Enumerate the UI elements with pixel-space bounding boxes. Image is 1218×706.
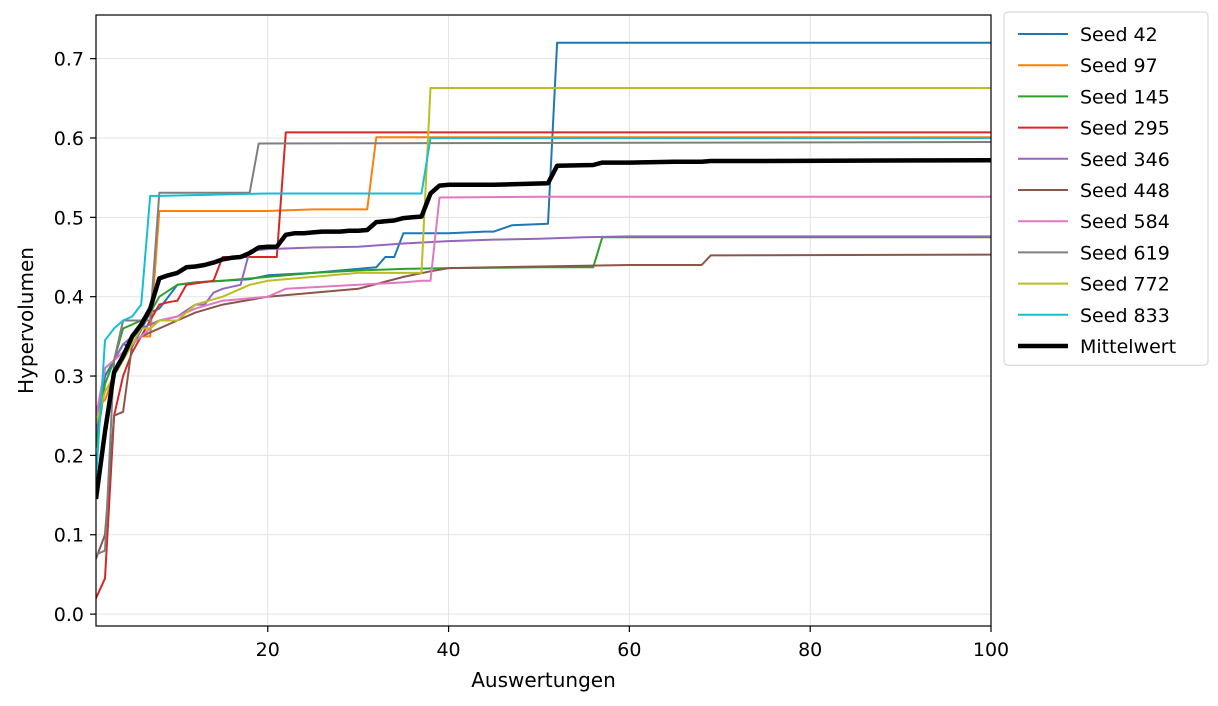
legend-box	[1003, 11, 1209, 366]
series-line-mittelwert	[96, 157, 991, 500]
series-line-seed-448	[96, 253, 991, 559]
x-tick-label: 40	[436, 639, 460, 661]
series-line-seed-97	[96, 136, 991, 409]
y-axis-label: Hypervolumen	[14, 247, 38, 394]
x-axis-label: Auswertungen	[471, 668, 616, 692]
plot-frame	[95, 14, 992, 627]
y-tick-label: 0.5	[54, 207, 84, 229]
grid	[96, 15, 992, 626]
series-line-seed-584	[96, 195, 991, 416]
series-line-seed-295	[96, 131, 991, 599]
series-layer	[96, 41, 991, 599]
x-tick-label: 100	[973, 639, 1009, 661]
legend-label: Seed 42	[1080, 24, 1158, 46]
y-tick-label: 0.2	[54, 445, 84, 467]
legend-label: Seed 145	[1080, 86, 1170, 108]
y-tick-label: 0.0	[54, 604, 84, 626]
legend-label: Seed 584	[1080, 211, 1170, 233]
x-tick-label: 80	[798, 639, 822, 661]
series-line-seed-619	[96, 141, 991, 556]
y-tick-label: 0.7	[54, 49, 84, 71]
y-tick-label: 0.4	[54, 287, 84, 309]
legend-label: Seed 833	[1080, 305, 1170, 327]
y-tick-label: 0.1	[54, 525, 84, 547]
axis-ticks: 20 40 60 80 100 0.0 0.1 0.2 0.3 0.4 0.5 0.6 0.7	[54, 49, 1009, 661]
series-line-seed-145	[96, 236, 991, 448]
x-tick-label: 20	[256, 639, 280, 661]
y-tick-label: 0.3	[54, 366, 84, 388]
legend: Seed 42 Seed 97 Seed 145 Seed 295 Seed 346 Se…	[1003, 11, 1209, 366]
x-tick-label: 60	[617, 639, 641, 661]
series-line-seed-42	[96, 41, 991, 440]
legend-label: Mittelwert	[1080, 336, 1176, 358]
legend-label: Seed 448	[1080, 180, 1170, 202]
legend-label: Seed 619	[1080, 242, 1170, 264]
y-tick-label: 0.6	[54, 128, 84, 150]
legend-label: Seed 295	[1080, 118, 1170, 140]
legend-label: Seed 772	[1080, 274, 1170, 296]
legend-label: Seed 346	[1080, 149, 1170, 171]
legend-label: Seed 97	[1080, 55, 1158, 77]
series-line-seed-833	[96, 137, 991, 480]
